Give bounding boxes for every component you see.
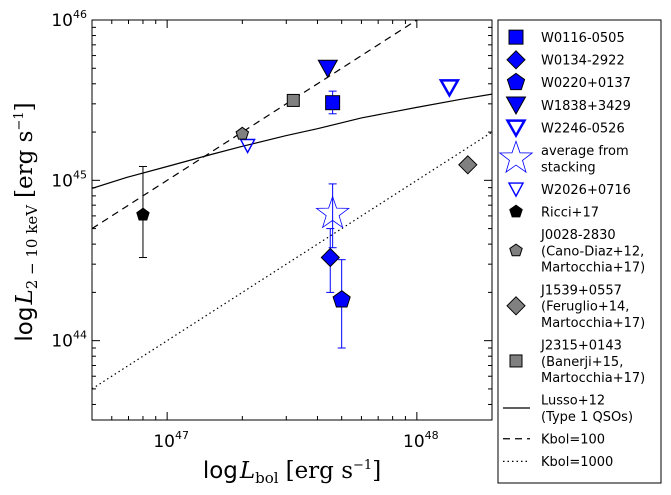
legend-label: J1539+0557 xyxy=(540,283,622,298)
legend-label: Lusso+12 xyxy=(541,394,605,409)
point-w1838-3429 xyxy=(317,59,339,79)
x-axis-label: logLbol [erg s−1] xyxy=(203,458,381,487)
legend-entry-ricci-17: Ricci+17 xyxy=(509,204,599,221)
legend-marker-j1539-0557 xyxy=(506,296,526,316)
marker-w0116-0505 xyxy=(325,95,341,111)
plot-area xyxy=(92,20,492,390)
legend-label: average from xyxy=(541,144,629,159)
legend-entry-kbol-1000: Kbol=1000 xyxy=(503,455,613,470)
legend-entry-w1838-3429: W1838+3429 xyxy=(505,96,631,116)
point-j1539-0557 xyxy=(458,155,478,175)
legend-marker-w0134-2922 xyxy=(506,50,526,70)
legend-marker-average-from xyxy=(498,140,534,174)
y-tick-label-46: 1046 xyxy=(51,8,87,31)
x-tick-label-48: 1048 xyxy=(403,429,439,452)
point-ricci-17 xyxy=(136,165,150,259)
legend-entry-w0134-2922: W0134-2922 xyxy=(506,50,625,70)
y-tick-label-45: 1045 xyxy=(51,168,87,191)
legend-label: W0116-0505 xyxy=(541,31,625,46)
marker-ricci-17 xyxy=(136,207,150,221)
legend-label: stacking xyxy=(541,160,596,175)
legend-label: (Type 1 QSOs) xyxy=(541,410,633,425)
marker-w0220-0137 xyxy=(332,290,351,308)
legend-label: Martocchia+17) xyxy=(541,371,645,386)
legend-label: (Cano-Diaz+12, xyxy=(541,244,644,259)
point-w2026-0716 xyxy=(239,138,256,154)
plot-layer xyxy=(92,20,492,390)
plot-frame xyxy=(91,19,493,421)
point-j0028-2830 xyxy=(235,126,250,140)
legend-label: J2315+0143 xyxy=(540,339,622,354)
marker-j1539-0557 xyxy=(458,155,478,175)
legend-label: W1838+3429 xyxy=(541,99,631,114)
errorbar-average-from-stacking xyxy=(328,183,337,249)
marker-w2026-0716 xyxy=(239,138,256,154)
legend-label: W2246-0526 xyxy=(541,121,625,136)
legend-entry-w2246-0526: W2246-0526 xyxy=(505,119,625,139)
y-axis-label: logL2 − 10 keV[erg s−1] xyxy=(12,102,41,341)
legend-marker-j0028-2830 xyxy=(509,243,523,257)
y-tick-label-44: 1044 xyxy=(51,329,87,352)
legend-label: (Banerji+15, xyxy=(541,355,623,370)
legend-label: W2026+0716 xyxy=(541,183,631,198)
legend-marker-w0116-0505 xyxy=(508,29,524,45)
legend-label: W0134-2922 xyxy=(541,54,625,69)
legend-label: Martocchia+17) xyxy=(541,316,645,331)
legend-entry-j1539-0557: J1539+0557 (Feruglio+14,Martocchia+17) xyxy=(506,283,645,331)
legend-entry-kbol-100: Kbol=100 xyxy=(503,433,605,448)
legend-label: Ricci+17 xyxy=(541,206,599,221)
line-kbol-100 xyxy=(92,20,418,230)
legend-label: Kbol=100 xyxy=(541,433,605,448)
legend-marker-w0220-0137 xyxy=(506,72,526,91)
point-j2315-0143 xyxy=(286,93,300,107)
legend-label: Kbol=1000 xyxy=(541,455,613,470)
x-tick-label-47: 1047 xyxy=(153,429,189,452)
legend-marker-w1838-3429 xyxy=(505,96,527,116)
legend-entry-w2026-0716: W2026+0716 xyxy=(507,182,631,198)
axes-layer: 1047 1048 1044 1045 1046 logLbol [erg s−1] logL… xyxy=(12,8,493,487)
point-average-from-stacking xyxy=(315,183,350,249)
legend-label: (Feruglio+14, xyxy=(541,300,629,315)
legend: W0116-0505 W0134-2922 W0220+0137 W1838+3429… xyxy=(497,19,662,484)
legend-marker-j2315-0143 xyxy=(509,354,523,368)
marker-j0028-2830 xyxy=(235,126,250,140)
legend-marker-ricci-17 xyxy=(509,204,523,218)
legend-entry-lusso-12: Lusso+12(Type 1 QSOs) xyxy=(503,394,633,425)
legend-label: J0028-2830 xyxy=(540,228,616,243)
legend-label: W0220+0137 xyxy=(541,76,631,91)
legend-entry-j0028-2830: J0028-2830(Cano-Diaz+12, Martocchia+17) xyxy=(509,228,645,276)
marker-average-from-stacking xyxy=(315,195,350,229)
marker-w1838-3429 xyxy=(317,59,339,79)
line-kbol-1000 xyxy=(92,131,492,390)
legend-label: Martocchia+17) xyxy=(541,261,645,276)
marker-w2246-0526 xyxy=(438,79,461,98)
legend-entry-w0220-0137: W0220+0137 xyxy=(506,72,631,91)
legend-entry-w0116-0505: W0116-0505 xyxy=(508,29,625,46)
marker-w0134-2922 xyxy=(320,247,341,268)
line-lusso-12-type-1-qsos xyxy=(92,93,492,189)
point-w0116-0505 xyxy=(325,90,341,115)
point-w2246-0526 xyxy=(438,79,461,98)
legend-marker-w2246-0526 xyxy=(505,119,527,139)
legend-marker-w2026-0716 xyxy=(507,182,525,198)
marker-j2315-0143 xyxy=(286,93,300,107)
point-w0220-0137 xyxy=(332,259,351,349)
legend-entry-j2315-0143: J2315+0143(Banerji+15,Martocchia+17) xyxy=(509,339,645,386)
